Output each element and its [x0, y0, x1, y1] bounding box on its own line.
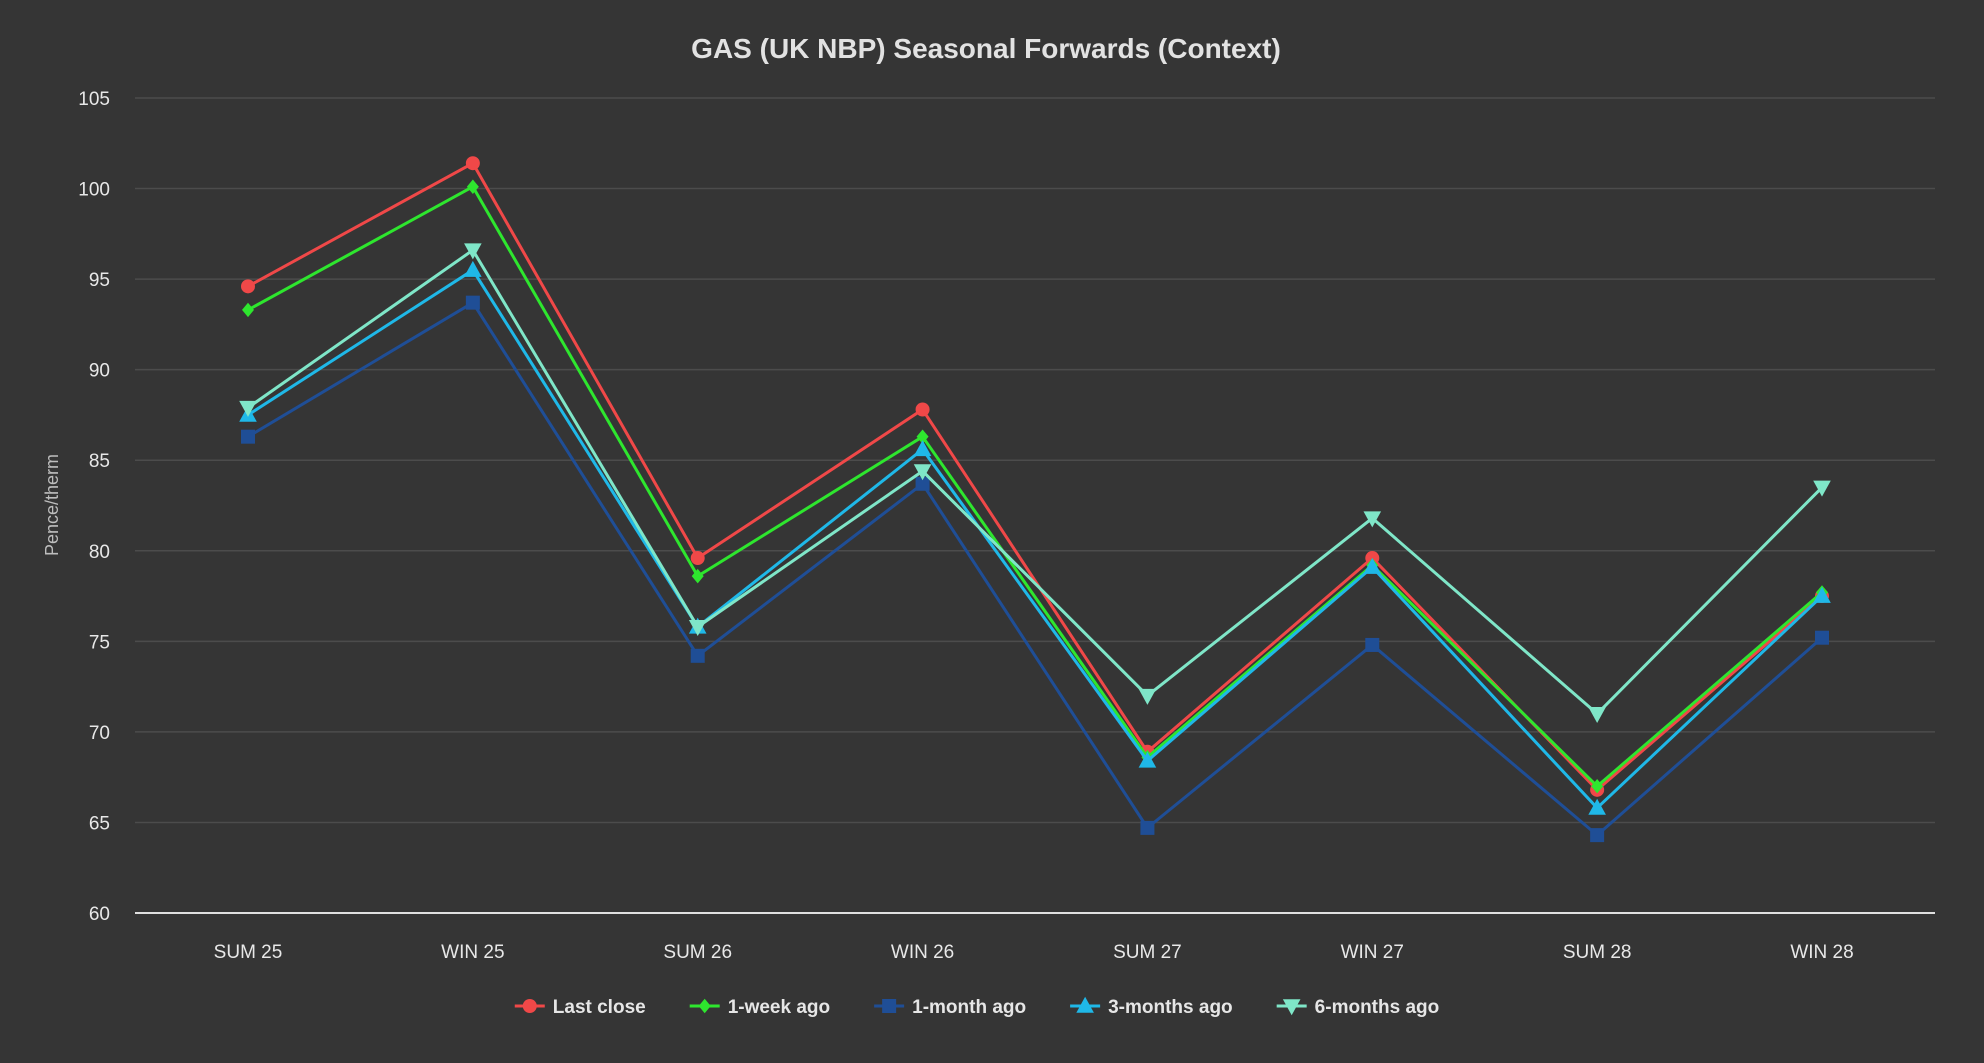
data-point — [691, 568, 704, 584]
data-point — [1365, 637, 1380, 652]
series-6-months-ago — [239, 243, 1831, 723]
x-tick-label: SUM 27 — [1113, 942, 1182, 963]
x-tick-label: WIN 28 — [1790, 942, 1853, 963]
data-point — [915, 476, 930, 491]
x-tick-label: WIN 27 — [1341, 942, 1404, 963]
legend-label: 3-months ago — [1108, 997, 1233, 1018]
data-point — [690, 551, 705, 566]
data-point — [1813, 480, 1831, 497]
series-line — [247, 248, 1824, 716]
data-point — [464, 243, 482, 260]
y-axis-ticks: 60 65 70 75 80 85 90 95 100 105 — [78, 89, 110, 925]
y-tick-label: 85 — [89, 451, 110, 472]
series-1-week-ago — [242, 179, 1828, 794]
x-tick-label: SUM 25 — [214, 942, 283, 963]
data-point — [688, 620, 707, 637]
data-point — [916, 429, 929, 444]
x-tick-label: WIN 26 — [891, 942, 954, 963]
x-tick-label: WIN 25 — [441, 942, 504, 963]
chart-title: GAS (UK NBP) Seasonal Forwards (Context) — [691, 33, 1281, 64]
series-line — [247, 161, 1823, 792]
legend-marker — [1076, 996, 1094, 1013]
legend-marker — [698, 998, 711, 1014]
data-point — [1813, 586, 1831, 603]
y-tick-label: 100 — [78, 180, 110, 201]
series-1-month-ago — [241, 295, 1829, 843]
data-point — [241, 429, 255, 444]
grid — [135, 97, 1935, 824]
legend-marker — [1282, 999, 1301, 1016]
y-tick-label: 90 — [89, 361, 110, 382]
legend-marker — [882, 999, 897, 1013]
x-tick-label: SUM 26 — [663, 942, 732, 963]
data-point — [1588, 798, 1606, 815]
y-tick-label: 65 — [89, 813, 110, 834]
legend-marker — [522, 999, 537, 1013]
legend-item-6-months-ago[interactable]: 6-months ago — [1276, 997, 1440, 1018]
data-point — [1363, 511, 1382, 528]
x-axis-ticks: SUM 25 WIN 25 SUM 26 WIN 26 SUM 27 WIN 27 SUM … — [214, 942, 1854, 963]
y-tick-label: 80 — [89, 542, 110, 563]
data-point — [1591, 779, 1604, 794]
data-point — [464, 260, 482, 277]
data-point — [465, 295, 480, 310]
legend[interactable]: Last close 1-week ago 1-month ago 3-months … — [514, 996, 1440, 1018]
series-group — [239, 156, 1831, 843]
data-point — [690, 648, 705, 663]
data-point — [466, 179, 479, 194]
y-tick-label: 95 — [89, 270, 110, 291]
data-point — [1815, 630, 1829, 645]
legend-item-1-month-ago[interactable]: 1-month ago — [874, 997, 1026, 1018]
series-line — [247, 301, 1823, 837]
data-point — [1590, 828, 1605, 843]
y-axis-label: Pence/therm — [42, 454, 62, 556]
y-tick-label: 70 — [89, 723, 110, 744]
data-point — [1138, 688, 1157, 705]
series-line — [247, 268, 1824, 810]
y-tick-label: 105 — [78, 89, 110, 110]
legend-label: 6-months ago — [1315, 997, 1440, 1018]
y-tick-label: 60 — [89, 904, 110, 925]
x-tick-label: SUM 28 — [1563, 942, 1632, 963]
data-point — [465, 156, 480, 171]
data-point — [242, 302, 254, 318]
data-point — [915, 402, 930, 417]
y-tick-label: 75 — [89, 632, 110, 653]
legend-item-1-week-ago[interactable]: 1-week ago — [689, 997, 830, 1018]
data-point — [1363, 557, 1382, 574]
data-point — [913, 464, 932, 481]
series-line — [247, 185, 1823, 788]
data-point — [1140, 820, 1155, 835]
series-3-months-ago — [239, 260, 1831, 815]
data-point — [1138, 751, 1157, 768]
data-point — [239, 400, 257, 417]
series-last-close — [241, 156, 1829, 797]
legend-item-3-months-ago[interactable]: 3-months ago — [1070, 996, 1233, 1018]
legend-label: 1-week ago — [728, 997, 830, 1018]
legend-label: 1-month ago — [912, 997, 1026, 1018]
legend-item-last-close[interactable]: Last close — [514, 997, 646, 1018]
data-point — [241, 279, 255, 294]
data-point — [1588, 706, 1606, 723]
data-point — [913, 440, 932, 457]
legend-label: Last close — [553, 997, 646, 1018]
